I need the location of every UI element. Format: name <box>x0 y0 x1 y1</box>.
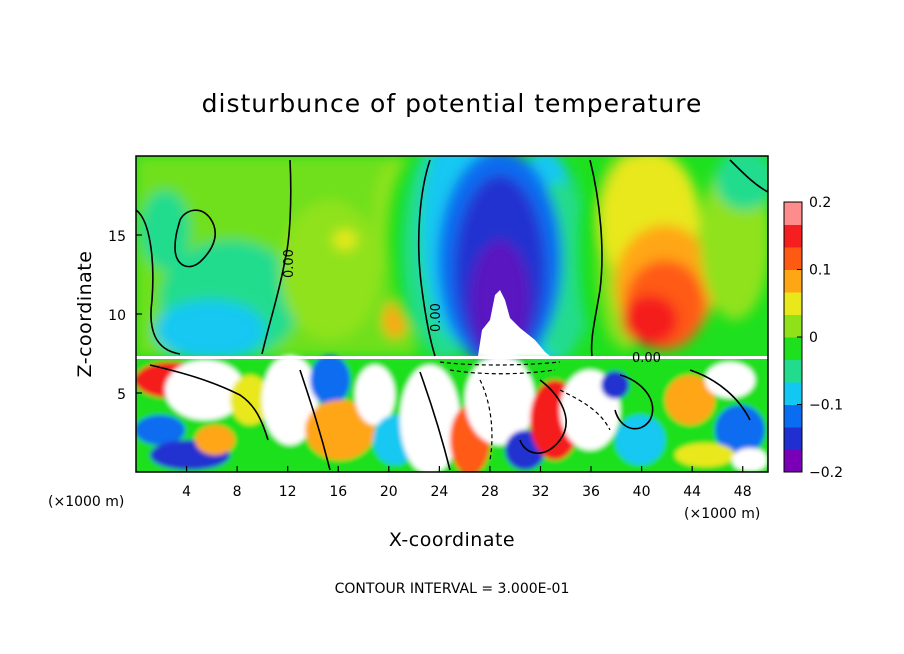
plot-area <box>136 156 768 472</box>
colorbar-segment <box>784 202 802 225</box>
colorbar-tick-label: −0.2 <box>809 465 843 481</box>
colorbar <box>783 201 803 473</box>
colorbar-segment <box>784 359 802 383</box>
contour-interval-text: CONTOUR INTERVAL = 3.000E-01 <box>335 581 570 597</box>
upper-field <box>136 156 768 370</box>
y-tick-label: 15 <box>108 229 126 245</box>
colorbar-tick-label: −0.1 <box>809 398 843 414</box>
x-tick-label: 20 <box>380 484 398 500</box>
x-unit-label-left: (×1000 m) <box>48 494 124 510</box>
lower-field <box>136 355 768 472</box>
chart-title: disturbunce of potential temperature <box>202 89 703 118</box>
x-tick-label: 48 <box>734 484 752 500</box>
x-tick-label: 12 <box>279 484 297 500</box>
colorbar-segment <box>784 449 802 473</box>
colorbar-segment <box>784 224 802 248</box>
x-axis-ticks: 4 8 12 16 20 24 28 32 36 40 44 48 <box>182 466 752 500</box>
contour-label: 0.00 <box>282 249 297 278</box>
x-unit-label-right: (×1000 m) <box>684 506 760 522</box>
colorbar-segment <box>784 404 802 428</box>
colorbar-segment <box>784 427 802 450</box>
colorbar-segment <box>784 337 802 360</box>
y-axis-label: Z-coordinate <box>74 251 96 378</box>
colorbar-segment <box>784 292 802 315</box>
white-spike <box>478 290 550 356</box>
contour-lines-dashed <box>439 361 611 461</box>
contour-lines <box>136 159 768 471</box>
colorbar-segment <box>784 247 802 270</box>
colorbar-segment <box>784 314 802 338</box>
colorbar-tick-label: 0.1 <box>809 263 831 279</box>
x-tick-label: 32 <box>532 484 550 500</box>
colorbar-tick-label: 0.2 <box>809 195 831 211</box>
colorbar-tick-label: 0 <box>809 330 818 346</box>
interface-band <box>136 356 768 359</box>
y-axis-ticks: 5 10 15 <box>108 229 142 403</box>
x-tick-label: 40 <box>633 484 651 500</box>
y-tick-label: 5 <box>117 387 126 403</box>
x-tick-label: 28 <box>481 484 499 500</box>
colorbar-segment <box>784 382 802 405</box>
contour-label: 0.00 <box>429 303 444 332</box>
x-tick-label: 36 <box>582 484 600 500</box>
x-tick-label: 8 <box>233 484 242 500</box>
contour-label: 0.00 <box>632 351 661 366</box>
x-axis-label: X-coordinate <box>389 529 515 551</box>
x-tick-label: 24 <box>430 484 448 500</box>
colorbar-ticks: 0.2 0.1 0 −0.1 −0.2 <box>797 195 843 481</box>
colorbar-segment <box>784 269 802 293</box>
x-tick-label: 44 <box>683 484 701 500</box>
y-tick-label: 10 <box>108 308 126 324</box>
x-tick-label: 4 <box>182 484 191 500</box>
x-tick-label: 16 <box>329 484 347 500</box>
